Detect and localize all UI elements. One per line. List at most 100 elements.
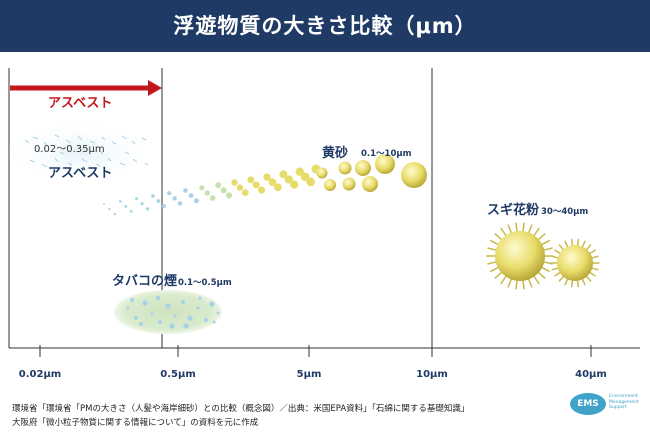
trail-particle (204, 190, 210, 196)
smoke-particle (216, 311, 220, 315)
tobacco-name-label: タバコの煙 (112, 273, 177, 289)
trail-particle (188, 193, 194, 199)
tick-label: 0.02μm (19, 369, 61, 380)
range-arrow-label: アスベスト (48, 96, 112, 111)
size-comparison-diagram: 0.02μm 0.5μm 5μm 10μm 40μm アスベスト 0.02〜0.… (5, 68, 640, 380)
trail-particle (124, 205, 128, 208)
asbestos-range-arrow (10, 80, 162, 96)
trail-particle (268, 178, 277, 186)
trail-particle (193, 198, 199, 204)
smoke-particle (212, 320, 216, 324)
tick-label: 40μm (575, 369, 607, 380)
asbestos-fibers (24, 134, 149, 168)
kosa-size-label: 0.1〜10μm (361, 149, 412, 159)
smoke-particle (138, 321, 144, 327)
source-line-1: 環境省「環境省「PMの大きさ（人髪や海岸細砂）との比較（概念図）／出典：米国EP… (12, 404, 470, 414)
smoke-particle (187, 315, 193, 321)
header-bar (0, 0, 650, 52)
kosa-particle (362, 176, 378, 192)
smoke-particle (209, 301, 215, 307)
particle-trail (103, 164, 321, 216)
trail-particle (108, 208, 111, 211)
smoke-particle (183, 323, 189, 329)
trail-particle (119, 200, 122, 203)
page-title: 浮遊物質の大きさ比較（μm） (173, 14, 477, 38)
trail-particle (113, 213, 117, 216)
trail-particle (247, 176, 255, 184)
smoke-particle (157, 319, 163, 325)
smoke-particle (133, 315, 139, 321)
smoke-particle (203, 317, 209, 323)
kosa-particle (316, 167, 328, 179)
cedar-pollen-small (550, 238, 600, 288)
smoke-particle (169, 323, 175, 329)
trail-particle (279, 170, 288, 179)
asbestos-mist (5, 122, 155, 182)
trail-particle (172, 196, 177, 201)
trail-particle (129, 210, 133, 213)
kosa-particle (324, 179, 336, 191)
tobacco-smoke-particles (126, 295, 220, 329)
smoke-particle (165, 303, 171, 309)
trail-particle (103, 203, 105, 205)
smoke-particle (142, 300, 148, 306)
trail-particle (220, 187, 227, 194)
tobacco-size-label: 0.1〜0.5μm (178, 278, 232, 288)
trail-particle (236, 184, 244, 191)
kosa-particle (375, 154, 395, 174)
tobacco-smoke-cloud (114, 290, 222, 334)
smoke-particle (155, 295, 161, 301)
pollen-size-label: 30〜40μm (541, 207, 588, 217)
smoke-particle (196, 306, 200, 310)
axis-tick-marks (39, 345, 592, 357)
trail-particle (167, 191, 172, 196)
smoke-particle (150, 312, 154, 316)
trail-particle (135, 197, 139, 201)
cedar-pollen-large (486, 222, 554, 290)
pollen-body (557, 245, 593, 281)
kosa-particle (401, 162, 427, 188)
tick-label: 5μm (297, 369, 322, 380)
trail-particle (242, 189, 249, 196)
smoke-particle (198, 296, 202, 300)
trail-particle (215, 182, 222, 189)
trail-particle (199, 185, 205, 191)
kosa-name-label: 黄砂 (322, 145, 348, 161)
tick-label: 0.5μm (160, 369, 196, 380)
trail-particle (306, 177, 315, 187)
trail-particle (156, 199, 161, 203)
trail-particle (161, 204, 166, 209)
trail-particle (231, 179, 238, 186)
kosa-particle (355, 160, 371, 176)
smoke-particle (173, 314, 177, 318)
pollen-name-label: スギ花粉 (487, 202, 539, 218)
trail-particle (145, 207, 150, 211)
ems-logo: EMS (570, 393, 606, 415)
logo-caption: Environment Management Support (609, 394, 639, 410)
trail-particle (263, 173, 271, 181)
trail-particle (290, 180, 299, 189)
pollen-body (495, 231, 545, 281)
kosa-particle (342, 177, 356, 191)
trail-particle (252, 181, 260, 189)
trail-particle (225, 192, 233, 199)
trail-particle (295, 167, 304, 176)
smoke-particle (126, 306, 130, 310)
smoke-particle (129, 297, 135, 303)
trail-particle (177, 201, 183, 206)
tick-label: 10μm (416, 369, 448, 380)
kosa-particles (316, 154, 427, 192)
smoke-particle (180, 299, 186, 305)
trail-particle (284, 175, 293, 184)
trail-particle (209, 195, 216, 201)
trail-particle (183, 188, 188, 193)
asbestos-size-label: 0.02〜0.35μm (34, 144, 105, 155)
trail-particle (151, 194, 155, 198)
asbestos-name-label: アスベスト (48, 166, 112, 181)
trail-particle (258, 186, 266, 194)
trail-particle (140, 202, 144, 206)
trail-particle (274, 183, 282, 192)
kosa-particle (338, 161, 352, 175)
source-line-2: 大阪府「微小粒子物質に関する情報について」の資料を元に作成 (12, 418, 259, 428)
trail-particle (300, 172, 310, 182)
